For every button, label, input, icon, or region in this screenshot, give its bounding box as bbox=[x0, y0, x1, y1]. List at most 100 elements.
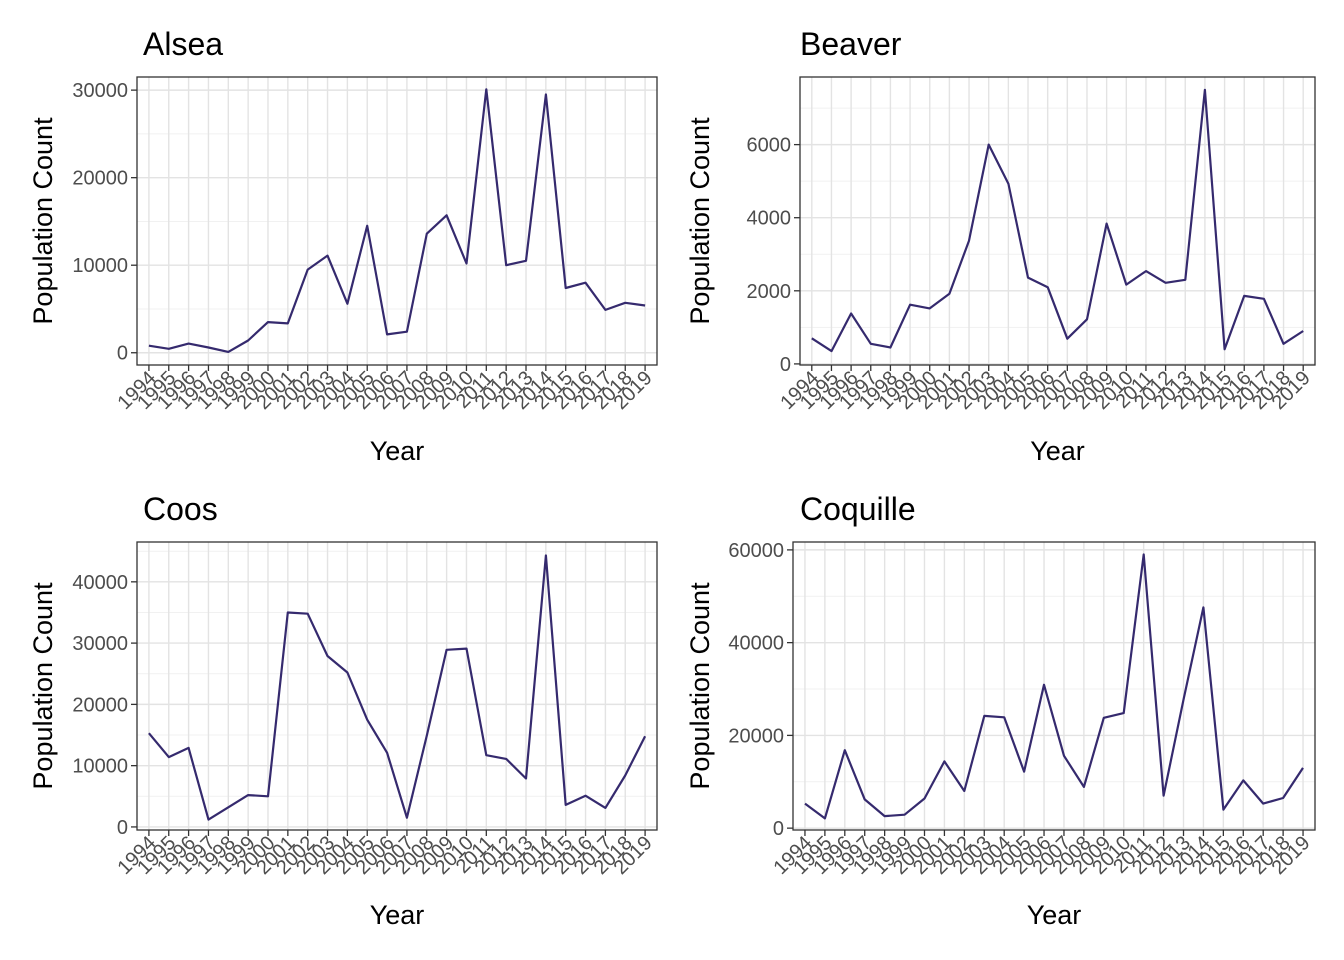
data-point bbox=[287, 322, 289, 324]
data-point bbox=[406, 331, 408, 333]
data-point bbox=[1023, 771, 1025, 773]
data-point bbox=[565, 804, 567, 806]
data-point bbox=[1262, 803, 1264, 805]
data-point bbox=[1222, 809, 1224, 811]
y-tick-label: 0 bbox=[117, 817, 128, 839]
panel-title: Alsea bbox=[143, 26, 223, 62]
series-line bbox=[148, 88, 646, 353]
y-tick-label: 30000 bbox=[72, 80, 128, 102]
data-point bbox=[1083, 786, 1085, 788]
data-point bbox=[525, 778, 527, 780]
data-point bbox=[1165, 282, 1167, 284]
data-point bbox=[988, 144, 990, 146]
data-point bbox=[983, 715, 985, 717]
y-tick-label: 4000 bbox=[747, 208, 792, 230]
data-point bbox=[864, 798, 866, 800]
data-point bbox=[1163, 795, 1165, 797]
panel-border bbox=[792, 541, 1316, 831]
data-point bbox=[247, 794, 249, 796]
y-tick-label: 6000 bbox=[747, 135, 792, 157]
data-point bbox=[505, 264, 507, 266]
data-point bbox=[148, 732, 150, 734]
x-axis-title: Year bbox=[370, 436, 425, 466]
data-point bbox=[1086, 318, 1088, 320]
data-point bbox=[604, 807, 606, 809]
panel-title: Coquille bbox=[800, 491, 916, 527]
data-point bbox=[485, 754, 487, 756]
data-point bbox=[346, 672, 348, 674]
data-point bbox=[465, 648, 467, 650]
data-point bbox=[168, 348, 170, 350]
data-point bbox=[426, 233, 428, 235]
data-point bbox=[1263, 298, 1265, 300]
data-point bbox=[844, 749, 846, 751]
data-point bbox=[188, 747, 190, 749]
y-tick-label: 60000 bbox=[728, 540, 784, 562]
data-point bbox=[644, 735, 646, 737]
data-point bbox=[585, 282, 587, 284]
x-axis-title: Year bbox=[1030, 436, 1085, 466]
data-point bbox=[227, 806, 229, 808]
data-point bbox=[148, 345, 150, 347]
panel-coquille: 0200004000060000199419951996199719981999… bbox=[685, 491, 1316, 930]
y-tick-label: 0 bbox=[780, 354, 791, 376]
data-point bbox=[327, 655, 329, 657]
data-point bbox=[307, 269, 309, 271]
data-point bbox=[585, 795, 587, 797]
y-tick-label: 20000 bbox=[728, 725, 784, 747]
data-point bbox=[968, 240, 970, 242]
data-point bbox=[1027, 277, 1029, 279]
data-point bbox=[446, 649, 448, 651]
y-tick-label: 40000 bbox=[72, 572, 128, 594]
data-point bbox=[386, 333, 388, 335]
data-point bbox=[1243, 295, 1245, 297]
data-point bbox=[227, 351, 229, 353]
data-point bbox=[446, 214, 448, 216]
data-point bbox=[505, 758, 507, 760]
y-axis-title: Population Count bbox=[685, 582, 715, 790]
data-point bbox=[604, 309, 606, 311]
data-point bbox=[1202, 606, 1204, 608]
data-point bbox=[247, 339, 249, 341]
data-point bbox=[366, 719, 368, 721]
panel-border bbox=[136, 76, 658, 366]
data-point bbox=[1123, 712, 1125, 714]
data-point bbox=[188, 343, 190, 345]
data-point bbox=[366, 225, 368, 227]
data-point bbox=[824, 817, 826, 819]
data-point bbox=[1283, 343, 1285, 345]
y-tick-label: 30000 bbox=[72, 633, 128, 655]
data-point bbox=[1063, 755, 1065, 757]
data-point bbox=[386, 752, 388, 754]
data-point bbox=[811, 337, 813, 339]
data-point bbox=[804, 803, 806, 805]
data-point bbox=[909, 304, 911, 306]
data-point bbox=[1302, 330, 1304, 332]
y-tick-label: 2000 bbox=[747, 281, 792, 303]
data-point bbox=[565, 287, 567, 289]
data-point bbox=[963, 790, 965, 792]
data-point bbox=[889, 346, 891, 348]
data-point bbox=[426, 735, 428, 737]
data-point bbox=[1224, 348, 1226, 350]
data-point bbox=[465, 262, 467, 264]
data-point bbox=[327, 255, 329, 257]
y-tick-label: 20000 bbox=[72, 168, 128, 190]
panel-alsea: 0100002000030000199419951996199719981999… bbox=[28, 26, 658, 466]
data-point bbox=[1242, 779, 1244, 781]
data-point bbox=[1003, 716, 1005, 718]
data-point bbox=[870, 343, 872, 345]
data-point bbox=[1125, 284, 1127, 286]
data-point bbox=[904, 814, 906, 816]
data-point bbox=[1183, 699, 1185, 701]
data-point bbox=[830, 350, 832, 352]
series-line bbox=[804, 553, 1304, 820]
data-point bbox=[525, 260, 527, 262]
y-tick-label: 20000 bbox=[72, 694, 128, 716]
data-point bbox=[287, 611, 289, 613]
data-point bbox=[1143, 554, 1145, 556]
data-point bbox=[406, 817, 408, 819]
y-tick-label: 10000 bbox=[72, 255, 128, 277]
panel-beaver: 0200040006000199419951996199719981999200… bbox=[685, 26, 1316, 466]
data-point bbox=[267, 795, 269, 797]
